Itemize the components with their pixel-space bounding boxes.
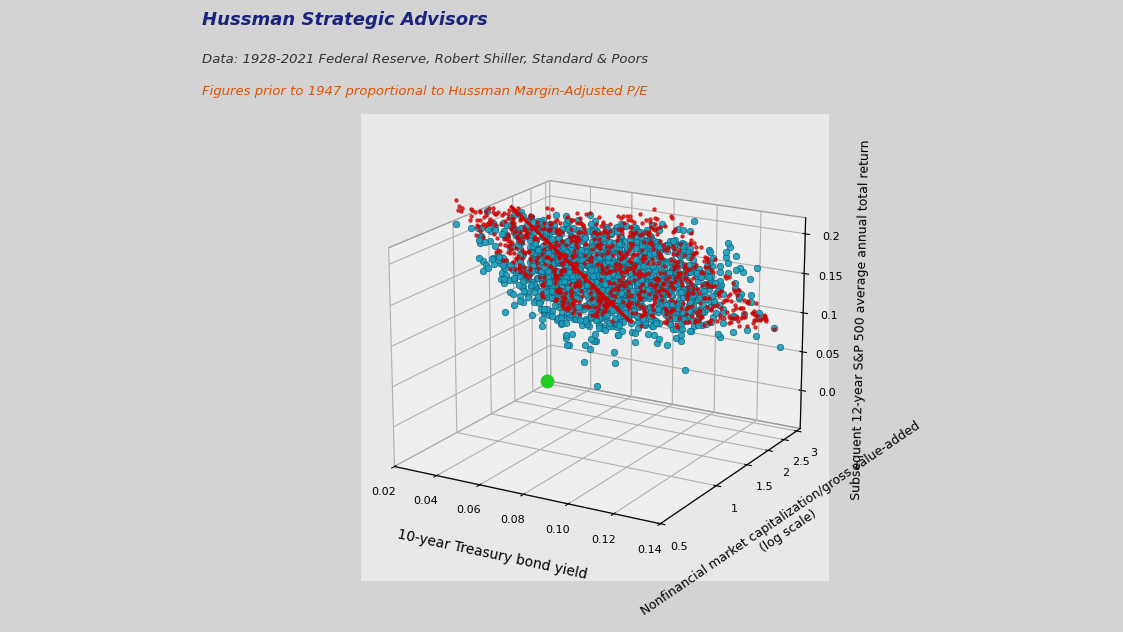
Text: Hussman Strategic Advisors: Hussman Strategic Advisors [202, 11, 487, 29]
Text: Data: 1928-2021 Federal Reserve, Robert Shiller, Standard & Poors: Data: 1928-2021 Federal Reserve, Robert … [202, 53, 648, 66]
Text: Figures prior to 1947 proportional to Hussman Margin-Adjusted P/E: Figures prior to 1947 proportional to Hu… [202, 85, 648, 98]
X-axis label: 10-year Treasury bond yield: 10-year Treasury bond yield [396, 528, 588, 582]
Y-axis label: Nonfinancial market capitalization/gross value-added
(log scale): Nonfinancial market capitalization/gross… [638, 419, 931, 630]
